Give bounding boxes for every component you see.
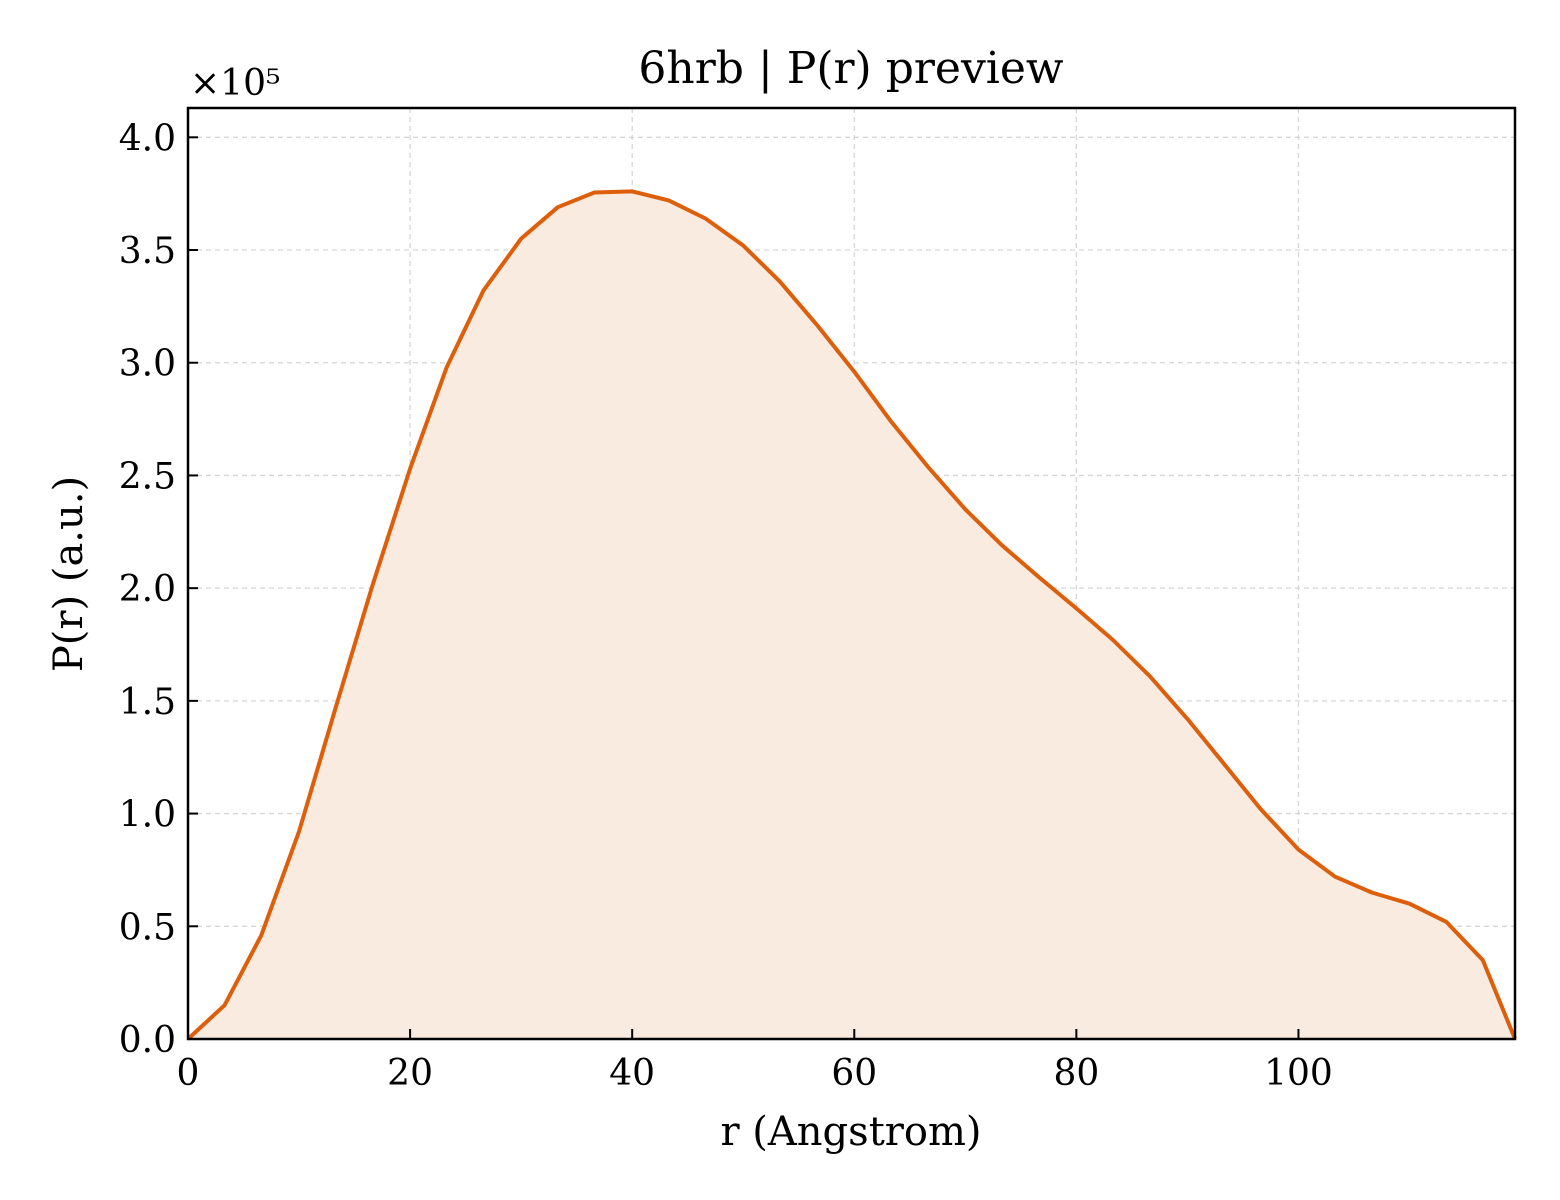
x-tick-label: 100 [1264, 1053, 1333, 1094]
y-tick-label: 1.0 [119, 795, 176, 836]
plot-frame [186, 106, 1517, 1041]
y-axis-label: P(r) (a.u.) [46, 476, 92, 672]
pr-area-fill [188, 191, 1515, 1039]
y-tick-label: 1.5 [119, 682, 176, 723]
x-tick-label: 40 [609, 1053, 655, 1094]
x-axis-label: r (Angstrom) [720, 1109, 981, 1155]
y-tick-label: 2.5 [119, 456, 176, 497]
axis-ticks: 0 20 40 60 80 100 0.0 0.5 1.0 1.5 2.0 2.5 3.0 3.5 4.0 [119, 118, 1333, 1094]
chart-title: 6hrb | P(r) preview [638, 43, 1063, 94]
y-multiplier-label: ×10⁵ [190, 63, 280, 104]
y-tick-label: 2.0 [119, 569, 176, 610]
x-tick-label: 20 [387, 1053, 433, 1094]
x-tick-label: 60 [831, 1053, 877, 1094]
x-tick-label: 80 [1053, 1053, 1099, 1094]
y-tick-label: 0.5 [119, 907, 176, 948]
x-tick-label: 0 [177, 1053, 200, 1094]
pr-curve-line [186, 189, 1517, 1041]
y-tick-label: 3.0 [119, 344, 176, 385]
y-tick-label: 0.0 [119, 1020, 176, 1061]
y-tick-label: 4.0 [119, 118, 176, 159]
y-tick-label: 3.5 [119, 231, 176, 272]
